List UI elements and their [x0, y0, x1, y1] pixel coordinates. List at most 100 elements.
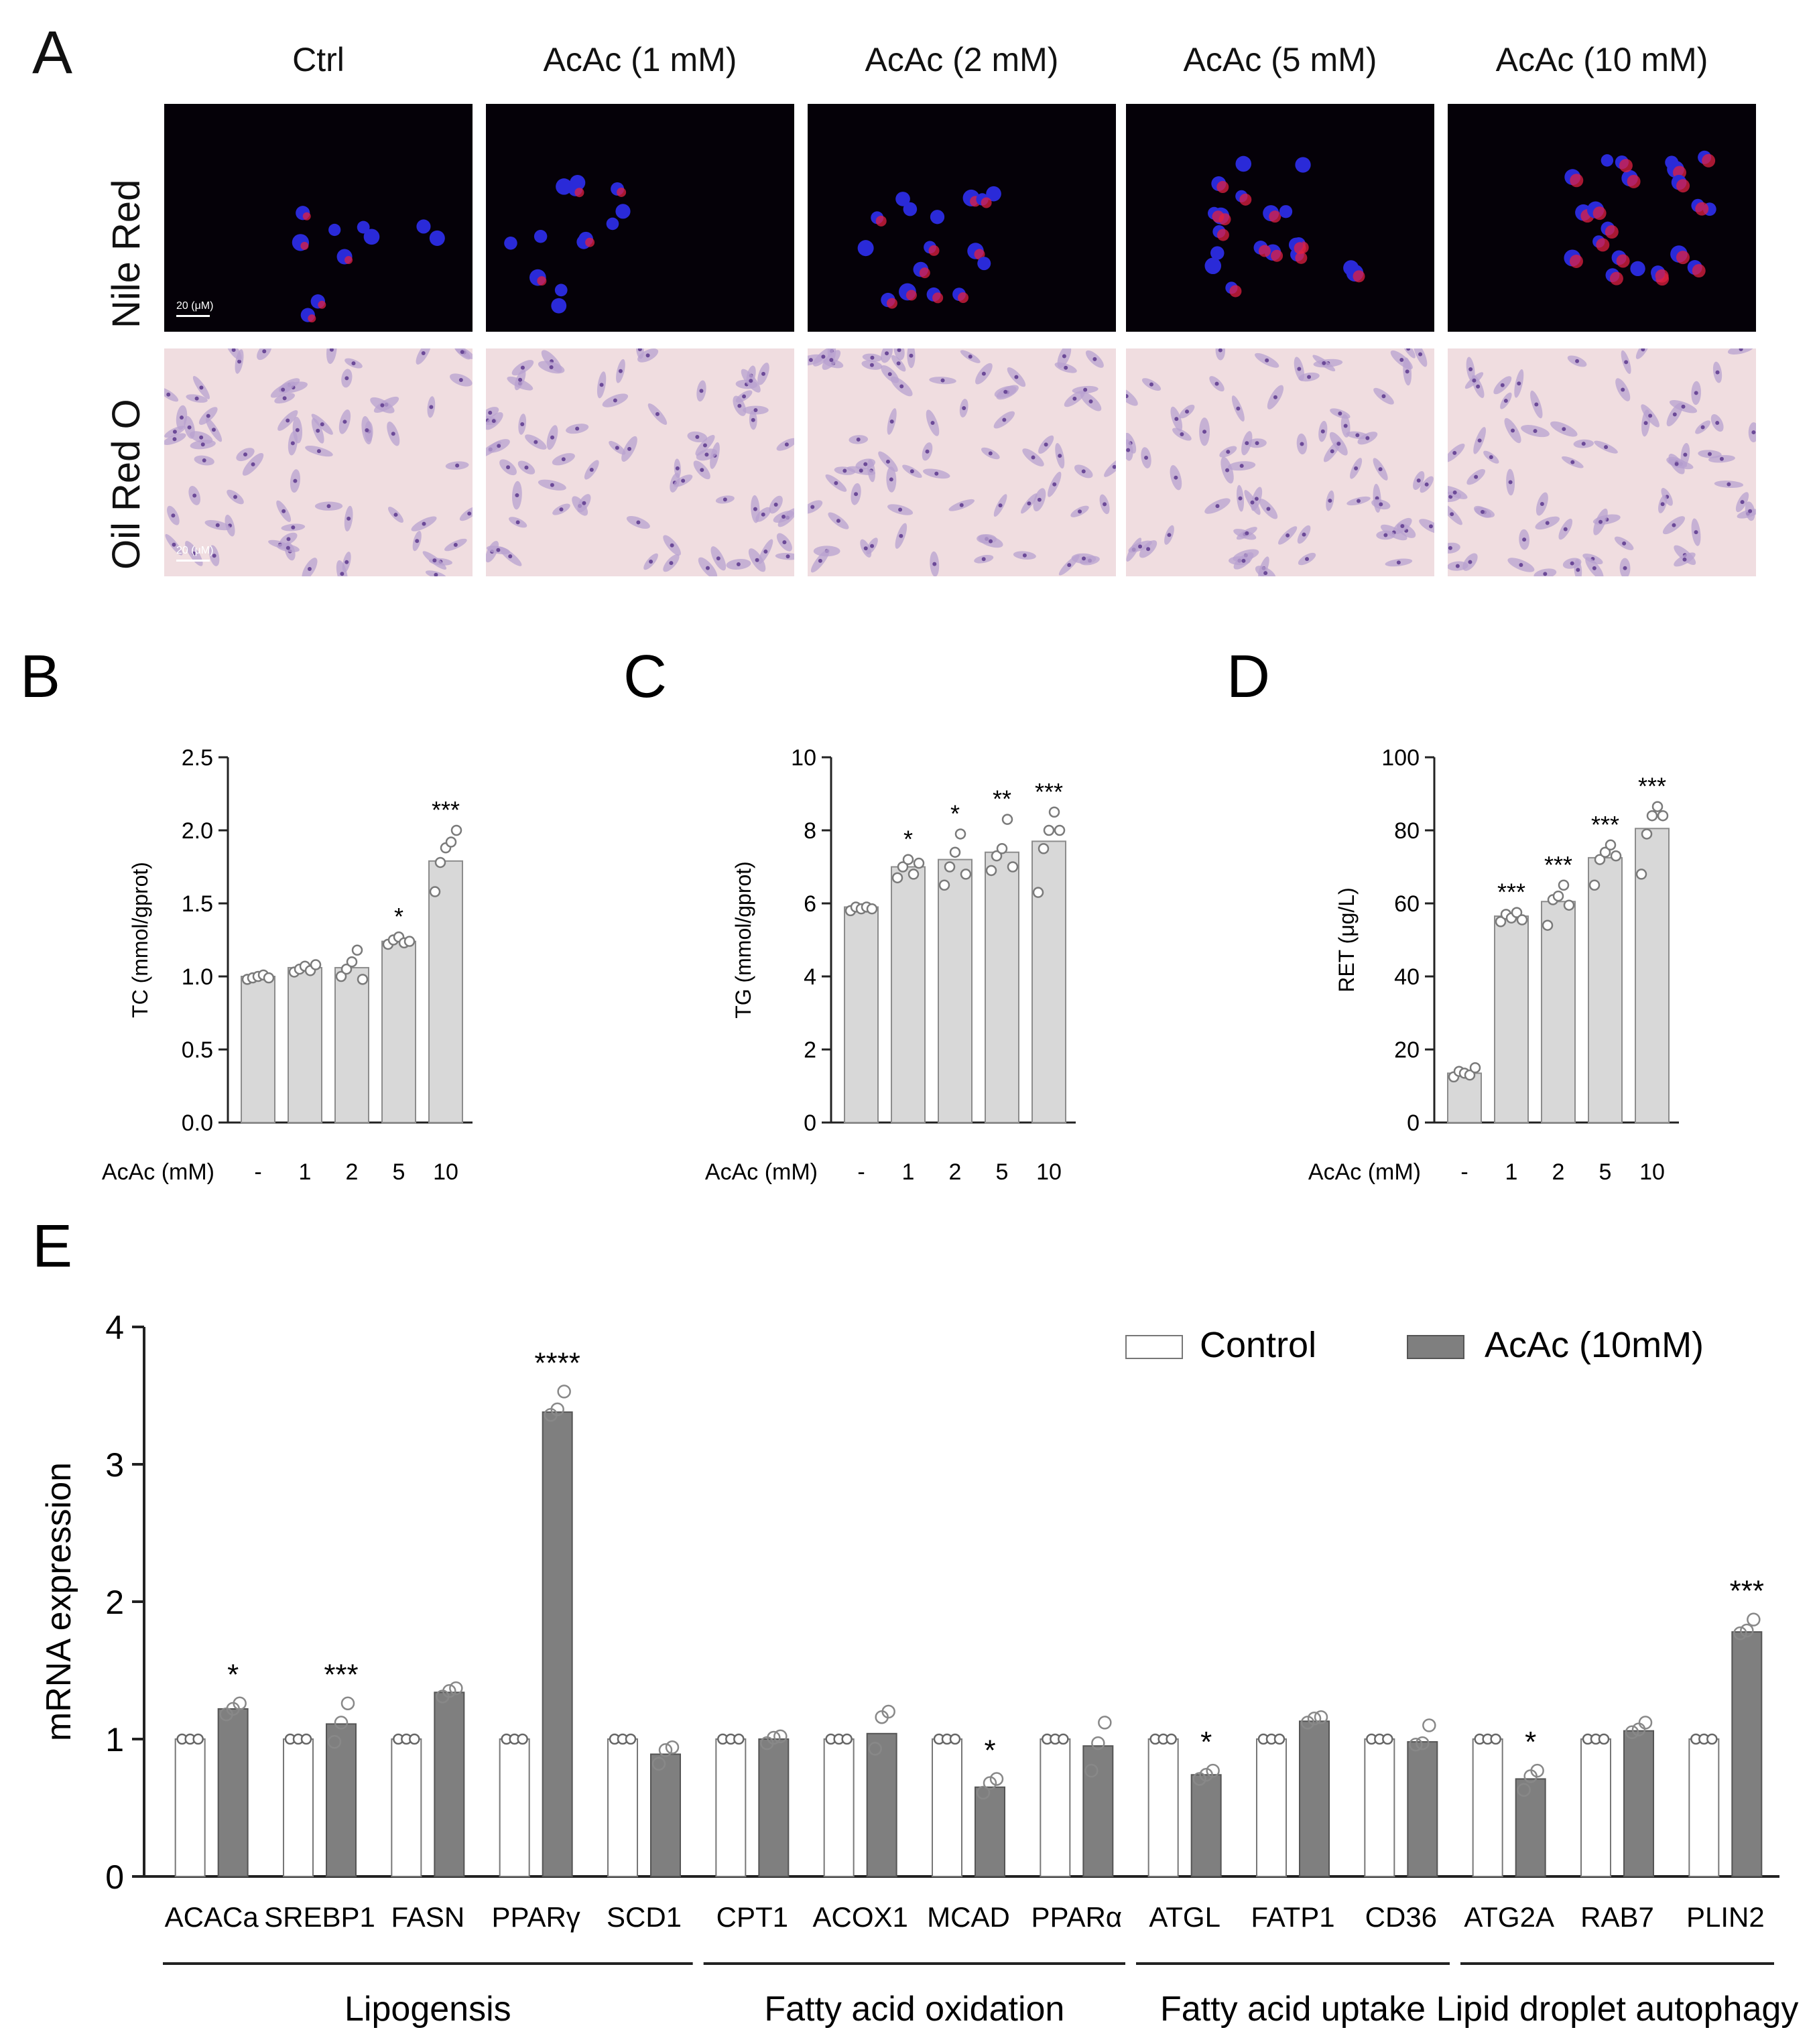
- lipid-droplet: [958, 292, 969, 304]
- cell-nucleus: [1452, 490, 1457, 495]
- cell-nucleus: [1174, 475, 1178, 480]
- y-tick-label: 0.0: [182, 1110, 213, 1136]
- cell-nucleus: [326, 504, 331, 509]
- bar-acac: [217, 1708, 249, 1878]
- data-point: [1469, 1062, 1481, 1074]
- panel-letter-a: A: [32, 19, 73, 86]
- cell-nucleus: [1236, 406, 1241, 411]
- lipid-droplet: [617, 187, 627, 197]
- cell-nucleus: [1450, 512, 1454, 517]
- cell-nucleus: [842, 468, 847, 473]
- cell-nucleus: [854, 492, 859, 497]
- data-point: [1032, 887, 1044, 898]
- cell-nucleus: [1078, 509, 1082, 514]
- cell-nucleus: [645, 353, 650, 358]
- cell-nucleus: [962, 405, 966, 410]
- cell-nucleus: [669, 561, 674, 566]
- x-tick-label: -: [1460, 1159, 1468, 1185]
- nucleus: [857, 240, 874, 257]
- bar: [1494, 915, 1529, 1123]
- y-axis-label: TG (mmol/gprot): [731, 861, 755, 1019]
- x-tick-label: PPARγ: [492, 1901, 580, 1933]
- cell-nucleus: [1416, 478, 1421, 483]
- cell-nucleus: [1328, 499, 1332, 503]
- nucleus: [1235, 155, 1251, 172]
- nile-red-cells-5: [1204, 155, 1365, 298]
- nucleus: [504, 237, 517, 250]
- data-point-acac: [1300, 1716, 1315, 1730]
- data-point: [866, 903, 878, 915]
- cell-nucleus: [1508, 480, 1513, 485]
- cell-nucleus: [1103, 502, 1107, 507]
- cell-nucleus: [934, 471, 939, 476]
- bar-control: [1256, 1738, 1287, 1877]
- column-title-ctrl: Ctrl: [292, 41, 344, 78]
- cell-nucleus: [959, 503, 964, 507]
- cell-nucleus: [930, 421, 935, 426]
- cell-nucleus: [293, 478, 298, 483]
- bar-acac: [434, 1691, 465, 1877]
- cell-nucleus: [1343, 424, 1348, 428]
- scale-bar-label: 20 (μM): [176, 300, 214, 312]
- data-point: [938, 879, 950, 891]
- lipid-droplet: [1212, 210, 1225, 223]
- y-axis-label: RET (μg/L): [1334, 887, 1359, 993]
- data-point: [891, 872, 903, 884]
- cell-nucleus: [998, 503, 1003, 508]
- column-title-acac-5mm: AcAc (5 mM): [1183, 41, 1377, 78]
- cell-nucleus: [1500, 383, 1505, 387]
- data-point: [1043, 824, 1055, 836]
- y-tick-label: 2: [105, 1584, 124, 1621]
- cell-nucleus: [749, 379, 753, 383]
- data-point-acac: [983, 1776, 997, 1790]
- data-point-acac: [1307, 1712, 1322, 1726]
- cell-nucleus: [1739, 348, 1743, 351]
- data-point-acac: [1733, 1626, 1747, 1641]
- lipid-droplet: [1676, 251, 1690, 265]
- cell-nucleus: [618, 369, 623, 373]
- cell-nucleus: [1621, 387, 1625, 392]
- cell-nucleus: [1037, 497, 1042, 502]
- cell-nucleus: [342, 420, 347, 424]
- cell-nucleus: [515, 493, 519, 498]
- cell-nucleus: [515, 520, 520, 525]
- cell-nucleus: [1476, 384, 1481, 389]
- cell-nucleus: [782, 540, 787, 545]
- cell-nucleus: [836, 519, 840, 523]
- nucleus: [615, 204, 631, 219]
- data-point: [351, 944, 363, 956]
- cell-nucleus: [1452, 450, 1457, 455]
- cell-nucleus: [561, 457, 566, 462]
- data-point: [1657, 810, 1669, 822]
- cell-nucleus: [1623, 566, 1627, 570]
- data-point: [1464, 1069, 1476, 1081]
- data-point: [960, 869, 972, 880]
- data-point-acac: [550, 1402, 564, 1417]
- cell-nucleus: [524, 465, 529, 470]
- row-title-nile-red: Nile Red: [105, 179, 148, 328]
- cell-nucleus: [1622, 541, 1627, 546]
- cell-nucleus: [340, 572, 344, 576]
- significance-mark: *: [950, 800, 960, 827]
- chart-b: B 0.0 0.5 1.0 1.5 2.0 2.5 TC (mmol/gprot) AcAc (…: [20, 643, 473, 1185]
- cell-nucleus: [1599, 519, 1603, 524]
- cell-nucleus: [467, 511, 472, 516]
- cell-nucleus: [1575, 359, 1580, 363]
- cell-nucleus: [1064, 365, 1068, 370]
- data-point: [346, 956, 358, 968]
- cell-nucleus: [1238, 496, 1243, 501]
- bar: [938, 858, 973, 1123]
- y-axis-label: TC (mmol/gprot): [128, 862, 152, 1018]
- cell-nucleus: [1405, 369, 1409, 374]
- data-point-control: [409, 1733, 420, 1745]
- y-tick-label: 10: [791, 745, 816, 771]
- nucleus: [930, 210, 945, 225]
- y-tick-label: 6: [804, 891, 816, 917]
- cell-nucleus: [863, 546, 868, 551]
- data-point-control: [517, 1733, 528, 1745]
- y-tick-label: 2: [804, 1037, 816, 1063]
- cell-nucleus: [1604, 445, 1609, 450]
- cell-nucleus: [212, 554, 216, 558]
- significance-mark: *: [1525, 1726, 1536, 1759]
- data-point-acac: [1409, 1737, 1423, 1752]
